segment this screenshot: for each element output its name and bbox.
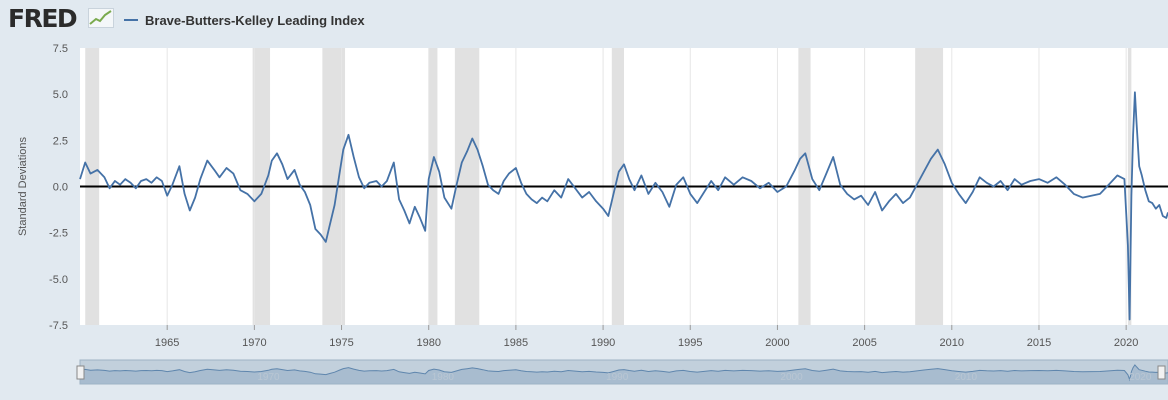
legend[interactable]: Brave-Butters-Kelley Leading Index — [124, 10, 365, 30]
x-tick-label: 2020 — [1114, 337, 1138, 349]
x-tick-label: 1990 — [591, 337, 615, 349]
fred-logo-graph-icon — [88, 8, 114, 28]
x-tick-label: 1970 — [242, 337, 266, 349]
navigator-series-line — [79, 364, 1168, 382]
navigator-year-label: 2010 — [955, 372, 978, 383]
y-axis-title: Standard Deviations — [17, 136, 29, 236]
navigator-year-label: 1980 — [432, 372, 455, 383]
x-tick-label: 2005 — [852, 337, 876, 349]
x-tick-label: 1985 — [504, 337, 528, 349]
x-tick-label: 1965 — [155, 337, 179, 349]
y-tick-label: -5.0 — [49, 274, 68, 286]
x-tick-label: 1995 — [678, 337, 702, 349]
x-tick-label: 2000 — [765, 337, 789, 349]
legend-series-label: Brave-Butters-Kelley Leading Index — [145, 12, 365, 28]
legend-series-swatch — [124, 19, 138, 21]
navigator-right-handle[interactable] — [1157, 365, 1166, 380]
y-tick-label: 5.0 — [53, 89, 68, 101]
y-axis-ticks: 7.5 5.0 2.5 0.0 -2.5 -5.0 -7.5 — [49, 43, 68, 332]
navigator-labels: 1970 1980 1990 2000 2010 2020 — [257, 372, 1151, 383]
x-tick-label: 2010 — [940, 337, 964, 349]
y-tick-label: 2.5 — [53, 135, 68, 147]
y-tick-label: -2.5 — [49, 228, 68, 240]
chart-header: FRED Brave-Butters-Kelley Leading Index — [0, 0, 1168, 40]
y-tick-label: 0.0 — [53, 182, 68, 194]
x-tick-label: 1980 — [416, 337, 440, 349]
x-tick-label: 1975 — [329, 337, 353, 349]
series-line[interactable] — [79, 91, 1168, 321]
navigator-year-label: 1990 — [606, 372, 629, 383]
x-tick-label: 2015 — [1027, 337, 1051, 349]
x-axis-ticks: 1965 1970 1975 1980 1985 1990 1995 2000 2005 2010… — [155, 325, 1138, 349]
navigator-left-handle[interactable] — [76, 365, 85, 380]
navigator-year-label: 2020 — [1129, 372, 1152, 383]
navigator-series-area — [80, 364, 1168, 384]
navigator-year-label: 1970 — [257, 372, 280, 383]
navigator-year-label: 2000 — [780, 372, 803, 383]
y-tick-label: 7.5 — [53, 43, 68, 55]
y-tick-label: -7.5 — [49, 320, 68, 332]
fred-logo[interactable]: FRED — [8, 4, 78, 33]
